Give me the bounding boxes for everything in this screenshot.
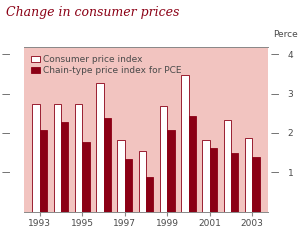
Text: Percent: Percent bbox=[273, 30, 298, 39]
Bar bbox=[167, 130, 175, 212]
Bar bbox=[245, 138, 252, 212]
Bar bbox=[224, 120, 231, 212]
Bar bbox=[82, 142, 90, 212]
Bar bbox=[252, 157, 260, 212]
Bar bbox=[54, 104, 61, 212]
Bar bbox=[146, 177, 153, 212]
Text: 1: 1 bbox=[288, 169, 294, 177]
Text: —: — bbox=[271, 51, 279, 59]
Bar bbox=[117, 140, 125, 212]
Bar bbox=[202, 140, 210, 212]
Text: —: — bbox=[271, 129, 279, 138]
Bar bbox=[160, 106, 167, 212]
Bar bbox=[103, 118, 111, 212]
Bar bbox=[32, 104, 40, 212]
Text: —: — bbox=[1, 90, 10, 99]
Text: 2: 2 bbox=[288, 129, 293, 138]
Legend: Consumer price index, Chain-type price index for PCE: Consumer price index, Chain-type price i… bbox=[31, 55, 182, 75]
Bar bbox=[189, 116, 196, 212]
Text: —: — bbox=[271, 169, 279, 177]
Bar bbox=[75, 104, 82, 212]
Text: Change in consumer prices: Change in consumer prices bbox=[6, 6, 179, 19]
Text: —: — bbox=[271, 90, 279, 99]
Text: —: — bbox=[1, 51, 10, 59]
Bar bbox=[125, 159, 132, 212]
Bar bbox=[40, 130, 47, 212]
Text: 3: 3 bbox=[288, 90, 294, 99]
Bar bbox=[181, 75, 189, 212]
Text: —: — bbox=[1, 169, 10, 177]
Bar bbox=[231, 153, 238, 212]
Bar bbox=[61, 122, 69, 212]
Bar bbox=[210, 148, 217, 212]
Bar bbox=[139, 152, 146, 212]
Text: 4: 4 bbox=[288, 51, 293, 59]
Text: —: — bbox=[1, 129, 10, 138]
Bar bbox=[96, 83, 103, 212]
